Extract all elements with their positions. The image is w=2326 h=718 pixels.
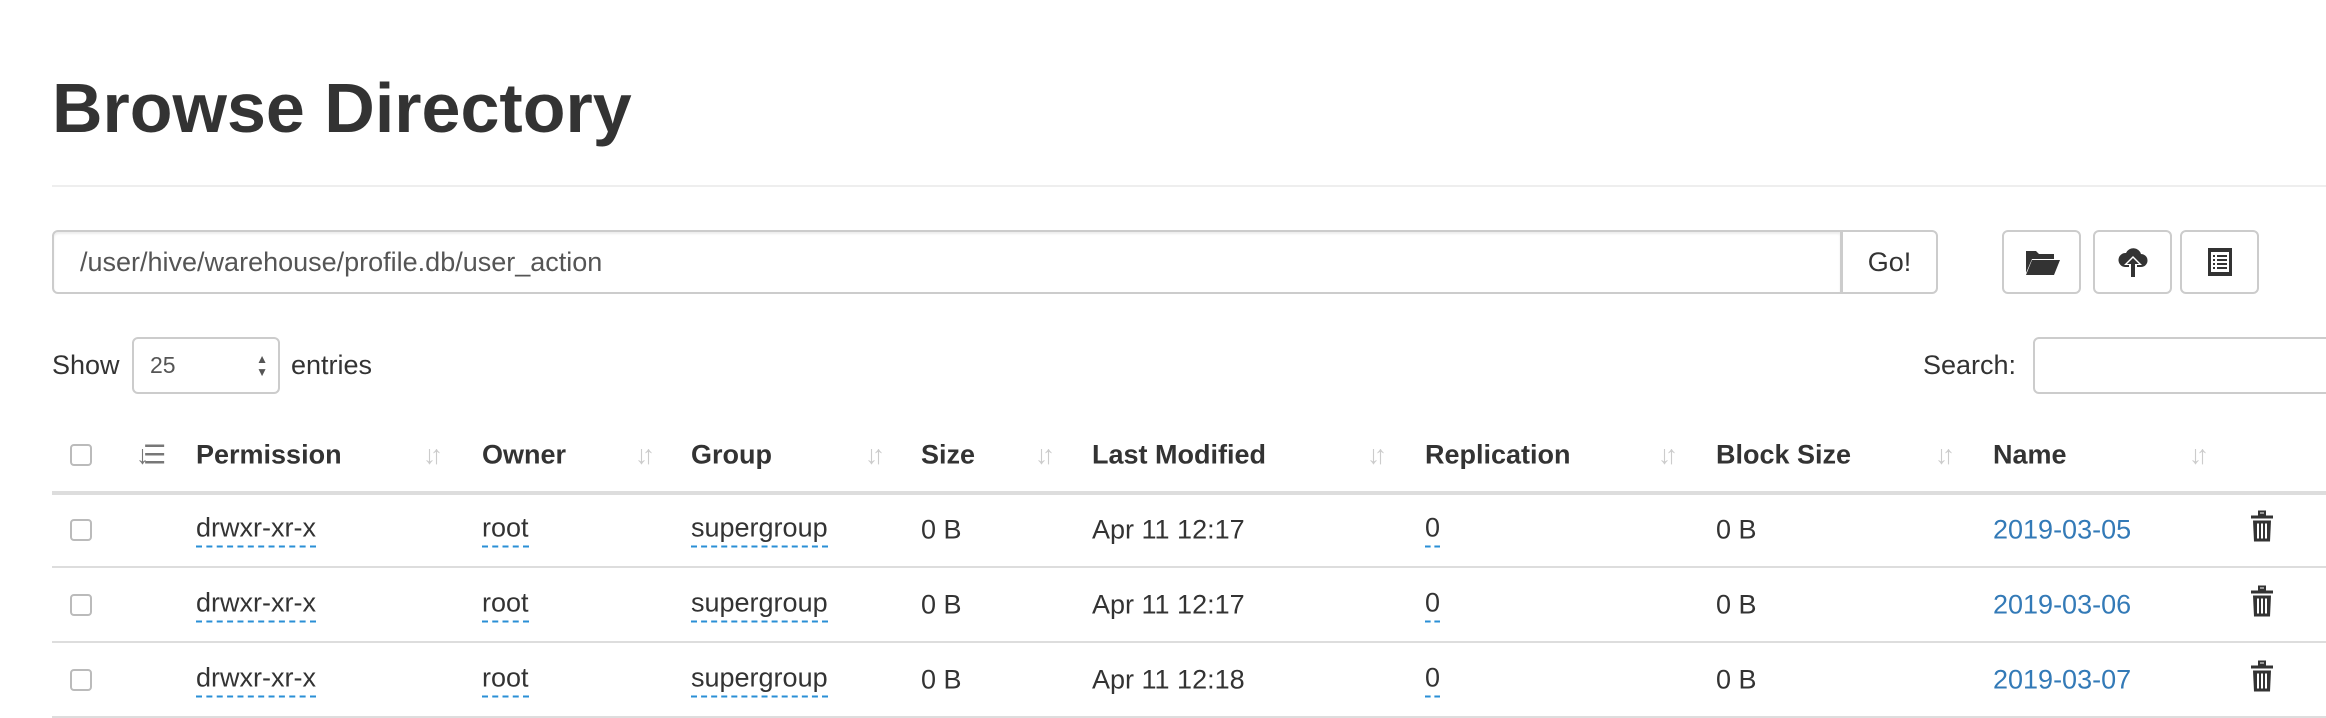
column-header-permission[interactable]: Permission xyxy=(196,439,342,469)
sort-icon[interactable]: ↓↑ xyxy=(2189,439,2209,469)
owner-cell[interactable]: root xyxy=(482,587,529,622)
trash-icon xyxy=(2251,510,2273,541)
cloud-upload-icon xyxy=(2117,248,2147,277)
owner-cell[interactable]: root xyxy=(482,512,529,547)
row-checkbox[interactable] xyxy=(70,593,92,616)
permission-cell[interactable]: drwxr-xr-x xyxy=(196,587,316,622)
replication-cell[interactable]: 0 xyxy=(1425,587,1441,622)
sort-icon[interactable]: ↓↑ xyxy=(635,439,655,469)
table-header: ↓☰ Permission ↓↑ Owner ↓↑ Group ↓↑ Size … xyxy=(52,418,2326,495)
table-row: drwxr-xr-x root supergroup 0 B Apr 11 12… xyxy=(52,493,2326,568)
delete-button[interactable] xyxy=(2250,660,2274,699)
view-list-button[interactable] xyxy=(2180,230,2259,294)
column-header-size[interactable]: Size xyxy=(921,439,976,469)
sort-icon[interactable]: ↓↑ xyxy=(423,439,443,469)
select-all-checkbox[interactable] xyxy=(70,443,92,466)
upload-button[interactable] xyxy=(2093,230,2172,294)
size-cell: 0 B xyxy=(921,514,962,544)
sort-desc-icon[interactable]: ↓☰ xyxy=(136,439,166,469)
go-button[interactable]: Go! xyxy=(1841,230,1938,294)
column-header-name[interactable]: Name xyxy=(1993,439,2067,469)
name-link[interactable]: 2019-03-05 xyxy=(1993,514,2132,544)
block-size-cell: 0 B xyxy=(1716,589,1757,619)
table-row: drwxr-xr-x root supergroup 0 B Apr 11 12… xyxy=(52,568,2326,643)
group-cell[interactable]: supergroup xyxy=(691,662,828,697)
entries-label: entries xyxy=(291,350,373,380)
name-link[interactable]: 2019-03-06 xyxy=(1993,589,2132,619)
list-alt-icon xyxy=(2207,248,2232,276)
size-cell: 0 B xyxy=(921,589,962,619)
permission-cell[interactable]: drwxr-xr-x xyxy=(196,512,316,547)
sort-icon[interactable]: ↓↑ xyxy=(1035,439,1055,469)
name-link[interactable]: 2019-03-07 xyxy=(1993,664,2132,694)
replication-cell[interactable]: 0 xyxy=(1425,512,1441,547)
last-modified-cell: Apr 11 12:17 xyxy=(1092,514,1245,544)
sort-icon[interactable]: ↓↑ xyxy=(1367,439,1387,469)
group-cell[interactable]: supergroup xyxy=(691,587,828,622)
create-directory-button[interactable] xyxy=(2002,230,2081,294)
search-input[interactable] xyxy=(2033,337,2326,394)
column-header-last-modified[interactable]: Last Modified xyxy=(1092,439,1266,469)
sort-icon[interactable]: ↓↑ xyxy=(1658,439,1678,469)
trash-icon xyxy=(2251,660,2273,691)
row-checkbox[interactable] xyxy=(70,668,92,691)
divider xyxy=(52,185,2326,187)
select-arrows-icon: ▲ ▼ xyxy=(256,352,268,379)
delete-button[interactable] xyxy=(2250,510,2274,549)
path-input[interactable] xyxy=(52,230,1842,294)
trash-icon xyxy=(2251,585,2273,616)
show-label: Show xyxy=(52,350,120,380)
block-size-cell: 0 B xyxy=(1716,514,1757,544)
row-checkbox[interactable] xyxy=(70,518,92,541)
permission-cell[interactable]: drwxr-xr-x xyxy=(196,662,316,697)
table-row: drwxr-xr-x root supergroup 0 B Apr 11 12… xyxy=(52,643,2326,718)
last-modified-cell: Apr 11 12:17 xyxy=(1092,589,1245,619)
column-header-block-size[interactable]: Block Size xyxy=(1716,439,1852,469)
column-header-owner[interactable]: Owner xyxy=(482,439,567,469)
folder-open-icon xyxy=(2025,251,2060,275)
replication-cell[interactable]: 0 xyxy=(1425,662,1441,697)
search-label: Search: xyxy=(1923,350,2017,380)
column-header-replication[interactable]: Replication xyxy=(1425,439,1571,469)
group-cell[interactable]: supergroup xyxy=(691,512,828,547)
entries-select[interactable]: 25 ▲ ▼ xyxy=(132,337,280,394)
sort-icon[interactable]: ↓↑ xyxy=(865,439,885,469)
sort-icon[interactable]: ↓↑ xyxy=(1935,439,1955,469)
owner-cell[interactable]: root xyxy=(482,662,529,697)
page-title: Browse Directory xyxy=(52,69,632,147)
block-size-cell: 0 B xyxy=(1716,664,1757,694)
size-cell: 0 B xyxy=(921,664,962,694)
column-header-group[interactable]: Group xyxy=(691,439,772,469)
last-modified-cell: Apr 11 12:18 xyxy=(1092,664,1245,694)
entries-select-value: 25 xyxy=(150,352,176,378)
delete-button[interactable] xyxy=(2250,585,2274,624)
